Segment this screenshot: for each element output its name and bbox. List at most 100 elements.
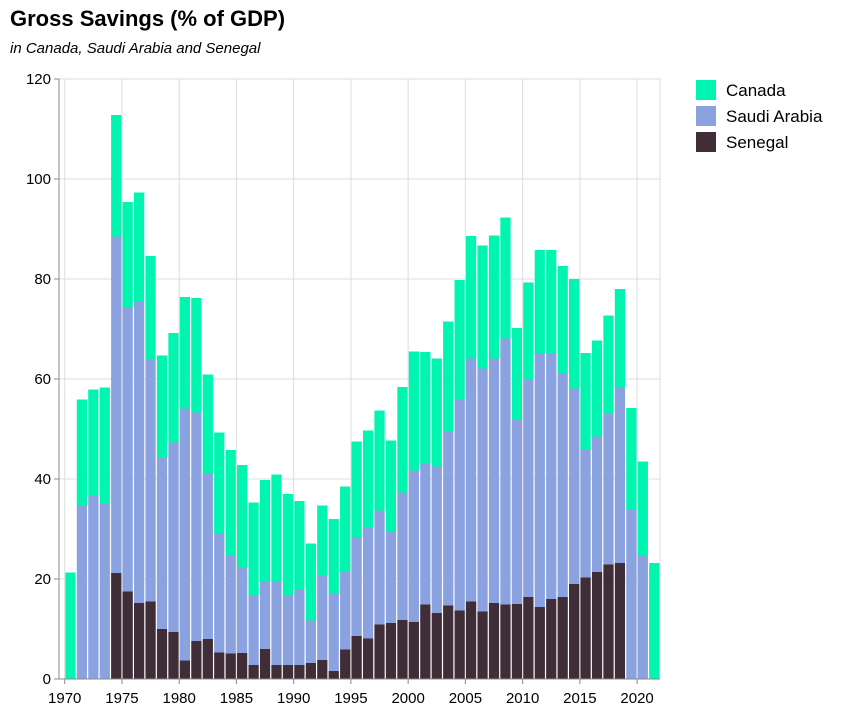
bar-senegal-1999	[397, 620, 408, 679]
legend: Canada Saudi Arabia Senegal	[696, 80, 823, 152]
bar-canada-2020	[637, 461, 648, 556]
bar-senegal-1988	[271, 665, 282, 679]
bar-senegal-2007	[488, 603, 500, 679]
bar-canada-1976	[134, 192, 145, 302]
bar-saudi-arabia-1992	[317, 575, 328, 660]
bar-canada-1996	[362, 430, 374, 528]
bar-saudi-arabia-2002	[431, 466, 442, 613]
bar-canada-1977	[145, 256, 156, 360]
bar-canada-2013	[557, 266, 568, 373]
x-tick-label: 2020	[620, 690, 653, 707]
bar-canada-2014	[569, 279, 580, 389]
bar-saudi-arabia-1985	[237, 568, 248, 653]
bar-saudi-arabia-2020	[637, 555, 648, 679]
bar-senegal-1976	[134, 603, 145, 679]
axes: 0 20 40 60 80 100 120 1970 1975 1980 1985 1990 1995 2…	[26, 71, 660, 707]
y-tick-label: 120	[26, 71, 51, 88]
bar-senegal-1977	[145, 601, 156, 679]
x-tick-label: 1980	[163, 690, 196, 707]
bar-canada-2003	[443, 321, 454, 432]
bar-canada-2010	[523, 282, 534, 379]
bar-saudi-arabia-2012	[546, 353, 557, 599]
bar-canada-1995	[351, 441, 362, 538]
bar-saudi-arabia-2005	[465, 358, 477, 602]
bar-canada-1971	[76, 399, 88, 505]
bar-canada-2018	[614, 289, 626, 387]
x-tick-label: 1995	[334, 690, 367, 707]
bar-saudi-arabia-1976	[134, 302, 145, 603]
legend-label-saudi-arabia: Saudi Arabia	[726, 107, 823, 126]
bar-senegal-1995	[351, 636, 362, 679]
bar-canada-2021	[649, 563, 660, 679]
bar-senegal-1997	[374, 624, 385, 679]
y-tick-label: 20	[34, 571, 51, 588]
bar-saudi-arabia-1975	[122, 308, 133, 592]
bar-senegal-2005	[465, 601, 477, 679]
bar-saudi-arabia-1980	[179, 408, 191, 661]
bar-canada-1980	[179, 297, 191, 409]
y-tick-label: 60	[34, 371, 51, 388]
bar-canada-1994	[340, 486, 351, 572]
bar-canada-2009	[511, 328, 523, 420]
legend-swatch-senegal	[696, 132, 716, 152]
bar-senegal-1978	[156, 629, 168, 679]
bar-canada-2002	[431, 358, 442, 467]
bar-senegal-2010	[523, 597, 534, 679]
bar-canada-1988	[271, 474, 282, 581]
bar-saudi-arabia-2007	[488, 358, 500, 603]
bar-canada-2016	[591, 340, 603, 437]
bar-saudi-arabia-1991	[305, 620, 316, 663]
bar-canada-2011	[534, 250, 545, 353]
bar-senegal-2002	[431, 613, 442, 679]
bar-saudi-arabia-1997	[374, 510, 385, 625]
bar-canada-1998	[385, 440, 397, 531]
bar-senegal-1996	[362, 638, 374, 679]
bar-saudi-arabia-2013	[557, 373, 568, 597]
bar-senegal-2004	[454, 610, 465, 679]
bar-saudi-arabia-1971	[76, 505, 88, 679]
bar-senegal-1998	[385, 623, 397, 679]
bar-saudi-arabia-1972	[88, 495, 99, 679]
bar-senegal-1985	[237, 653, 248, 679]
bar-senegal-2013	[557, 597, 568, 679]
bar-senegal-1974	[111, 573, 122, 679]
legend-label-senegal: Senegal	[726, 133, 788, 152]
bar-saudi-arabia-1994	[340, 572, 351, 650]
bar-canada-1989	[282, 494, 294, 596]
bar-canada-1983	[214, 432, 225, 533]
bar-saudi-arabia-1993	[328, 593, 339, 671]
bar-senegal-2015	[580, 577, 591, 679]
bar-senegal-2008	[500, 604, 511, 679]
bar-canada-2000	[408, 351, 419, 471]
chart-subtitle: in Canada, Saudi Arabia and Senegal	[10, 40, 261, 57]
x-tick-label: 1985	[220, 690, 253, 707]
bar-saudi-arabia-1984	[225, 555, 236, 654]
bar-senegal-2001	[420, 604, 431, 679]
bar-canada-1981	[191, 298, 202, 413]
bar-senegal-1982	[202, 639, 213, 679]
bar-canada-2007	[488, 235, 500, 359]
bar-senegal-1975	[122, 591, 133, 679]
bar-canada-2017	[603, 315, 614, 414]
bar-saudi-arabia-1981	[191, 412, 202, 641]
bar-saudi-arabia-1977	[145, 359, 156, 602]
bar-senegal-1991	[305, 663, 316, 679]
bar-senegal-1987	[259, 649, 271, 679]
bar-canada-1970	[65, 572, 76, 679]
bar-canada-1984	[225, 450, 236, 556]
bar-canada-2012	[546, 250, 557, 353]
bar-senegal-2012	[546, 599, 557, 679]
x-tick-label: 2015	[563, 690, 596, 707]
y-tick-label: 0	[43, 671, 51, 688]
bar-canada-1991	[305, 543, 316, 621]
bar-canada-1999	[397, 387, 408, 493]
legend-swatch-saudi-arabia	[696, 106, 716, 126]
bar-saudi-arabia-1978	[156, 457, 168, 629]
bar-saudi-arabia-1986	[248, 596, 259, 665]
bar-saudi-arabia-1999	[397, 492, 408, 620]
bar-canada-2015	[580, 353, 591, 450]
bar-saudi-arabia-1987	[259, 581, 271, 649]
legend-swatch-canada	[696, 80, 716, 100]
y-tick-label: 100	[26, 171, 51, 188]
